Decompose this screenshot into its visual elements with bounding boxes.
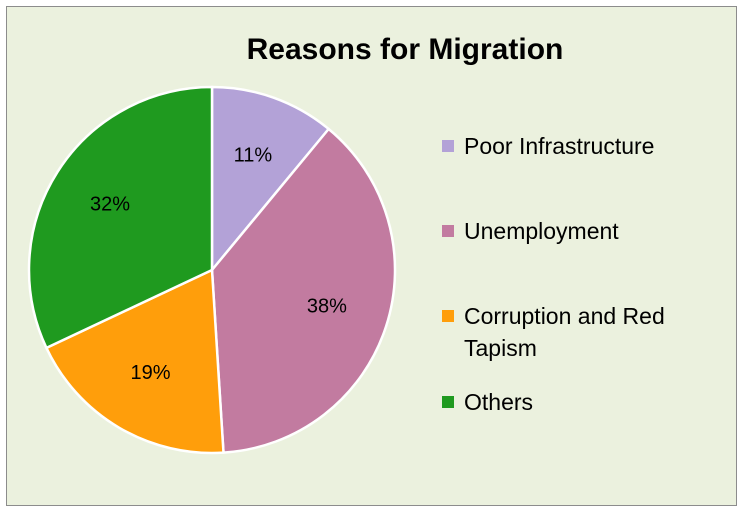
legend-swatch <box>442 310 454 322</box>
legend-label: Corruption and Red Tapism <box>464 303 665 361</box>
legend-item: Poor Infrastructure <box>442 130 714 162</box>
pie-slice-poor-infrastructure <box>210 85 330 272</box>
pie-data-label: 38% <box>307 296 347 318</box>
legend-item: Unemployment <box>442 215 714 247</box>
legend-swatch <box>442 225 454 237</box>
legend-item: Corruption and Red Tapism <box>442 300 714 364</box>
legend-label: Others <box>464 389 534 415</box>
legend-swatch <box>442 396 454 408</box>
legend-label: Poor Infrastructure <box>464 133 655 159</box>
legend-swatch <box>442 140 454 152</box>
pie-slice-corruption-and-red-tapism <box>45 268 225 455</box>
pie-data-label: 19% <box>131 362 171 384</box>
pie-data-label: 32% <box>90 194 130 216</box>
legend-item: Others <box>442 386 714 418</box>
legend-label: Unemployment <box>464 218 619 244</box>
pie-slice-others <box>27 85 214 350</box>
chart-title: Reasons for Migration <box>246 33 564 66</box>
pie-slice-unemployment <box>210 127 397 454</box>
pie-data-label: 11% <box>234 145 273 167</box>
